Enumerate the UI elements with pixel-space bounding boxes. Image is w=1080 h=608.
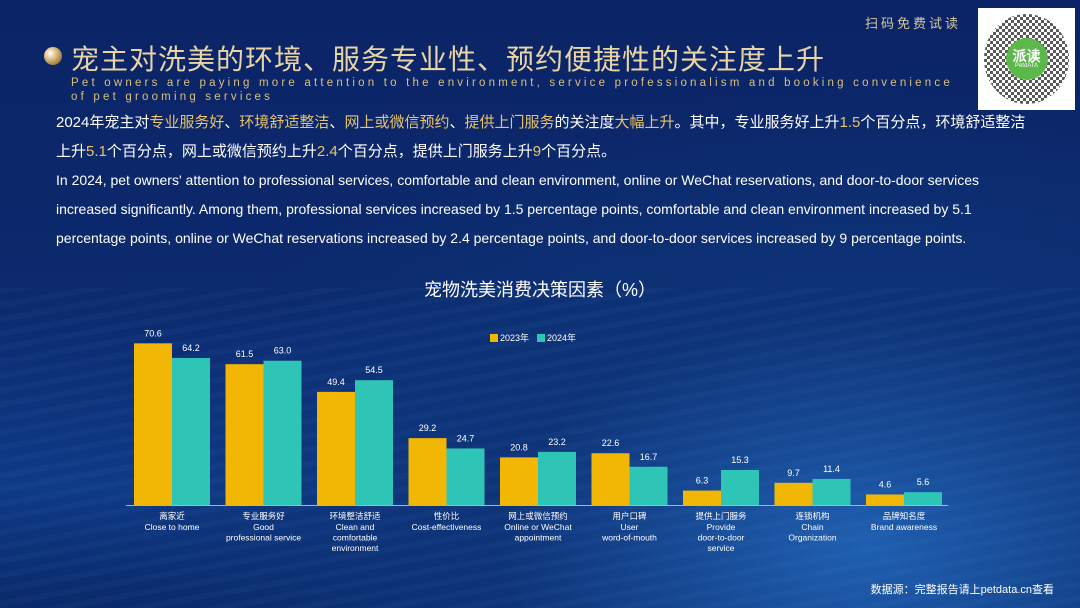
summary-segment: 5.1: [86, 143, 107, 160]
summary-segment: 大幅上升: [614, 114, 675, 131]
category-label-en: User: [621, 522, 639, 532]
category-label-cn: 用户口碑: [612, 511, 647, 521]
bar-2024: [172, 357, 210, 505]
legend-2023: 2023年: [490, 331, 529, 344]
legend-2024: 2024年: [537, 331, 576, 344]
category-label-en: service: [708, 543, 735, 553]
category-label-cn: 提供上门服务: [695, 511, 747, 521]
data-label: 24.7: [457, 433, 475, 443]
category-label-en: professional service: [226, 533, 301, 543]
category-label-en: Clean and: [336, 522, 375, 532]
bar-2024: [629, 466, 668, 505]
chart-title: 宠物洗美消费决策因素（%）: [423, 280, 656, 300]
data-label: 23.2: [548, 437, 566, 447]
summary-segment: 网上或微信预约: [344, 114, 450, 131]
data-label: 11.4: [823, 464, 840, 474]
category-label-cn: 网上或微信预约: [508, 511, 568, 521]
bar-2024: [812, 478, 851, 505]
bar-2023: [134, 343, 172, 505]
data-label: 22.6: [602, 438, 620, 448]
category-label-en: comfortable: [333, 533, 378, 543]
summary-segment: 提供上门服务: [464, 114, 555, 131]
free-trial-text: 扫码免费试读: [865, 16, 962, 31]
data-label: 5.6: [917, 477, 930, 487]
summary-segment: 9: [532, 143, 542, 160]
category-label-en: appointment: [515, 533, 562, 543]
bar-2024: [355, 380, 393, 505]
category-label-en: Close to home: [145, 522, 200, 532]
summary-english: In 2024, pet owners' attention to profes…: [56, 172, 980, 246]
data-label: 4.6: [879, 479, 892, 489]
summary-segment: 。其中，专业服务好上升: [674, 114, 840, 131]
bar-2024: [538, 451, 576, 505]
summary-segment: 个百分点，环境舒适整洁上升: [56, 114, 1026, 160]
data-label: 15.3: [731, 455, 749, 465]
summary-segment: 2024年宠主对: [56, 114, 150, 131]
bar-2023: [591, 453, 630, 505]
data-label: 9.7: [787, 468, 800, 478]
category-label-cn: 专业服务好: [242, 511, 285, 521]
data-label: 63.0: [274, 346, 292, 356]
data-source: 数据源：完整报告请上petdata.cn查看: [870, 584, 1054, 596]
bar-2023: [500, 457, 538, 505]
category-label-cn: 品牌知名度: [883, 511, 926, 521]
data-label: 70.6: [144, 328, 162, 338]
bullet-icon: [44, 47, 62, 65]
category-label-en: Online or WeChat: [504, 522, 572, 532]
qr-code[interactable]: 派读 PetdATA: [978, 8, 1075, 110]
data-label: 54.5: [365, 365, 383, 375]
data-label: 20.8: [510, 442, 528, 452]
data-label: 6.3: [696, 476, 709, 486]
summary-segment: 专业服务好: [149, 114, 225, 131]
category-label-en: Provide: [707, 522, 736, 532]
bar-2023: [774, 482, 813, 505]
data-label: 29.2: [419, 423, 437, 433]
data-label: 61.5: [236, 349, 254, 359]
bar-2023: [683, 490, 721, 505]
data-label: 49.4: [327, 377, 345, 387]
summary-segment: 1.5: [839, 114, 861, 131]
bar-2023: [225, 364, 264, 505]
category-label-en: word-of-mouth: [601, 533, 657, 543]
summary-segment: 、: [329, 114, 345, 131]
category-label-en: door-to-door: [698, 533, 745, 543]
bar-2024: [263, 360, 302, 505]
bar-2023: [408, 438, 447, 505]
summary-segment: 个百分点，网上或微信预约上升: [106, 143, 317, 160]
summary-chinese: 2024年宠主对专业服务好、环境舒适整洁、网上或微信预约、提供上门服务的关注度大…: [56, 108, 1036, 166]
category-label-cn: 性价比: [434, 511, 460, 521]
category-label-en: Cost-effectiveness: [412, 522, 482, 532]
category-label-cn: 离家近: [159, 511, 185, 521]
category-label-en: Chain: [801, 522, 823, 532]
summary-segment: 个百分点。: [541, 143, 617, 160]
category-label-cn: 连锁机构: [795, 511, 829, 521]
summary-segment: 、: [449, 114, 465, 131]
petdata-logo: 派读 PetdATA: [1005, 38, 1048, 80]
page-subtitle: Pet owners are paying more attention to …: [71, 77, 953, 103]
bar-2024: [904, 492, 942, 505]
bar-2024: [721, 469, 759, 505]
category-label-en: environment: [332, 543, 379, 553]
category-label-en: Organization: [788, 533, 836, 543]
bar-2023: [866, 494, 904, 505]
summary-segment: 环境舒适整洁: [239, 114, 330, 131]
category-label-cn: 环境整洁舒适: [329, 511, 381, 521]
summary-segment: 个百分点，提供上门服务上升: [337, 143, 533, 160]
chart-legend: 2023年 2024年: [490, 331, 576, 344]
bar-2023: [317, 391, 355, 505]
summary-segment: 、: [224, 114, 240, 131]
data-label: 16.7: [640, 452, 658, 462]
category-label-en: Good: [253, 522, 274, 532]
summary-segment: 的关注度: [554, 114, 615, 131]
category-label-en: Brand awareness: [871, 522, 937, 532]
bar-2024: [446, 448, 485, 505]
page-title: 宠主对洗美的环境、服务专业性、预约便捷性的关注度上升: [71, 44, 826, 75]
summary-segment: 2.4: [316, 143, 338, 160]
data-label: 64.2: [182, 343, 200, 353]
